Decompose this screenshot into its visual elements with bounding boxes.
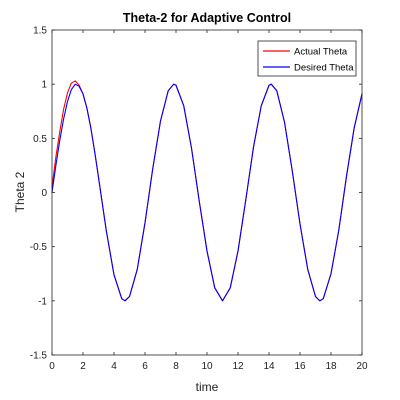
y-tick-label: 0.5 — [33, 134, 47, 145]
legend-label-actual-theta: Actual Theta — [294, 47, 348, 58]
legend-label-desired-theta: Desired Theta — [294, 63, 354, 74]
x-tick-label: 18 — [325, 361, 337, 372]
plot-frame — [51, 29, 363, 356]
x-tick-label: 10 — [201, 361, 213, 372]
x-axis-label: time — [196, 380, 219, 394]
x-tick-label: 4 — [111, 361, 117, 372]
y-tick-label: 1.5 — [33, 26, 47, 37]
legend-box — [257, 40, 357, 77]
x-tick-label: 0 — [49, 361, 55, 372]
y-tick-labels: -1.5 -1 -0.5 0 0.5 1 1.5 — [30, 26, 48, 362]
x-tick-labels: 0 2 4 6 8 10 12 14 16 18 20 — [49, 361, 368, 372]
chart-title: Theta-2 for Adaptive Control — [123, 11, 291, 25]
y-axis-label: Theta 2 — [13, 171, 27, 212]
plot-area — [51, 29, 363, 356]
x-tick-label: 14 — [263, 361, 275, 372]
series-line-desired-theta — [51, 83, 363, 302]
y-tick-label: 1 — [41, 80, 47, 91]
x-tick-label: 16 — [294, 361, 306, 372]
x-tick-label: 8 — [173, 361, 179, 372]
x-tick-label: 2 — [80, 361, 86, 372]
x-tick-label: 12 — [232, 361, 244, 372]
plot-background — [52, 30, 362, 355]
series-layer — [51, 80, 363, 302]
y-tick-label: -1 — [38, 296, 47, 307]
y-tick-label: -1.5 — [30, 351, 48, 362]
x-tick-label: 6 — [142, 361, 148, 372]
y-tick-label: -0.5 — [30, 242, 48, 253]
legend: Actual Theta Desired Theta — [257, 40, 357, 77]
x-tick-label: 20 — [356, 361, 368, 372]
y-tick-label: 0 — [41, 188, 47, 199]
